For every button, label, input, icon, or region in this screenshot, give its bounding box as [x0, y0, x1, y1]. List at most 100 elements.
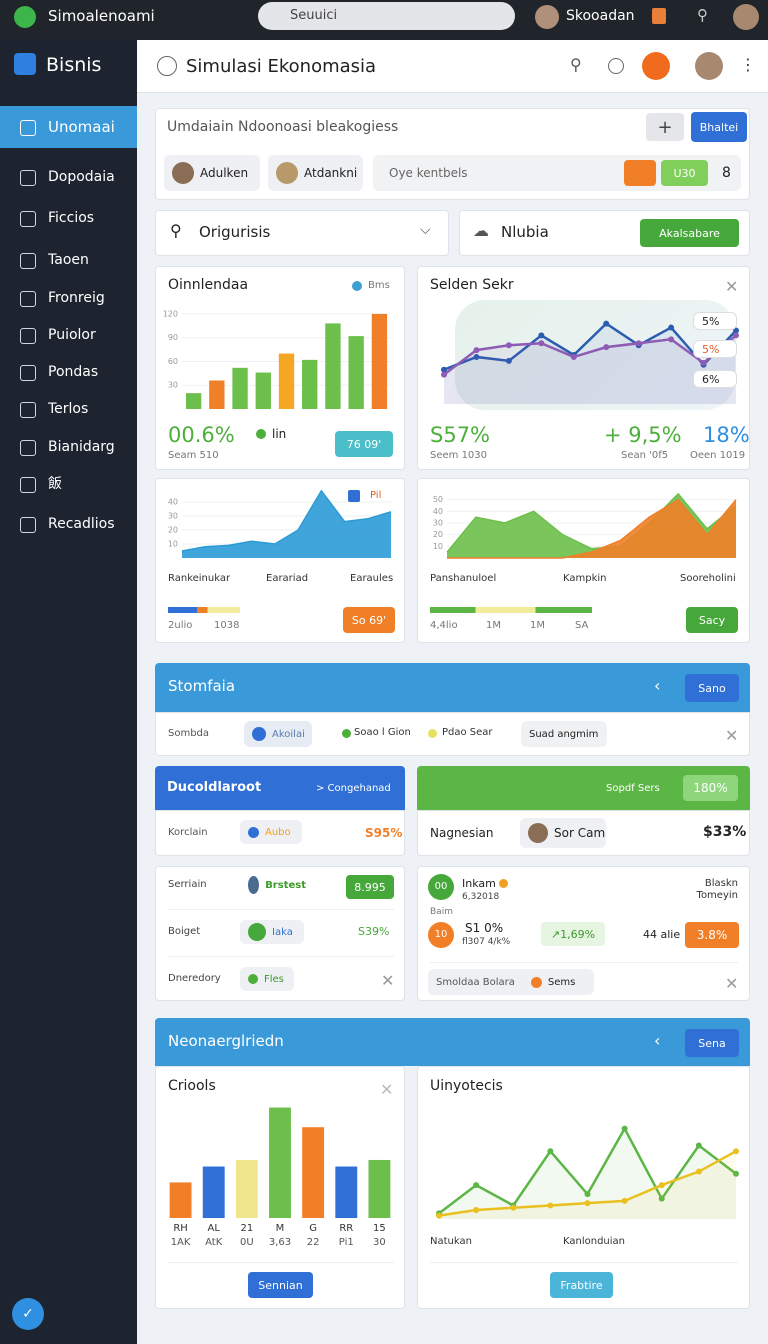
axis-label: Rankeinukar: [168, 573, 231, 584]
row-chip[interactable]: Akoilai: [244, 721, 312, 747]
map-background: [455, 300, 735, 410]
y-tick-label: 20: [168, 526, 178, 535]
nav-item[interactable]: Dopodaia: [48, 169, 115, 185]
legend-dot: [342, 729, 351, 738]
icon-badge: 10: [428, 922, 454, 948]
card-link[interactable]: > Congehanad: [316, 783, 391, 794]
page-title: Simulasi Ekonomasia: [186, 56, 377, 77]
user-chip[interactable]: Adulken: [164, 155, 260, 191]
stat-sub: Sean '0f5: [621, 450, 669, 461]
search-placeholder: Seuuici: [290, 8, 338, 23]
panel-button[interactable]: Akalsabare: [640, 219, 739, 247]
card-button[interactable]: So 69': [343, 607, 395, 633]
close-button[interactable]: ✕: [725, 277, 739, 296]
nav-item[interactable]: 飯: [48, 476, 62, 492]
nav-item[interactable]: Ficcios: [48, 210, 95, 226]
bar-chart: 30 60 90 120: [163, 309, 391, 409]
area-fill: [439, 1151, 736, 1219]
bar: [278, 353, 295, 409]
point: [668, 324, 675, 331]
filter-chip[interactable]: Suad angmim: [521, 721, 607, 747]
nav-item[interactable]: Pondas: [48, 364, 99, 380]
nav-item[interactable]: Bianidarg: [48, 439, 115, 455]
area-chart: 10 20 30 40 50: [433, 492, 737, 559]
header-avatar[interactable]: [695, 52, 723, 80]
line: [443, 334, 737, 376]
separator: [430, 1262, 738, 1263]
close-button[interactable]: ✕: [380, 1080, 394, 1099]
legend-swatch: [348, 490, 360, 502]
x-tick-label: AL: [208, 1223, 221, 1234]
profile-avatar[interactable]: [733, 4, 759, 30]
value-button[interactable]: 76 09': [335, 431, 393, 457]
nav-item[interactable]: Recadlios: [48, 516, 115, 532]
section-button[interactable]: Sena: [685, 1029, 739, 1057]
bar: [232, 367, 248, 409]
search-button[interactable]: ⚲: [570, 55, 582, 74]
card-button[interactable]: Sacy: [686, 607, 738, 633]
item-sub: fl307 4/k%: [462, 937, 511, 947]
tag[interactable]: U30: [661, 160, 708, 186]
user-avatar[interactable]: [535, 5, 559, 29]
line: [443, 322, 737, 371]
x-tick-sublabel: 0U: [240, 1237, 254, 1248]
icon-badge: 00: [428, 874, 454, 900]
search-icon[interactable]: ⚲: [697, 6, 708, 24]
nav-icon: [20, 477, 36, 493]
chip-label: Smoldaa Bolara: [436, 976, 515, 988]
bar: [185, 393, 202, 409]
close-button[interactable]: ✕: [725, 974, 739, 993]
point: [505, 357, 512, 364]
row-value: S39%: [358, 925, 390, 938]
y-tick-label: 10: [433, 542, 443, 551]
stat-value: 00.6%: [168, 423, 235, 447]
add-button[interactable]: +: [646, 113, 684, 141]
back-button[interactable]: ‹: [654, 1031, 661, 1050]
user-chip[interactable]: Atdankni: [268, 155, 363, 191]
corner-label: Tomeyin: [696, 890, 738, 901]
footer-chip[interactable]: Smoldaa Bolara Sems: [428, 969, 594, 995]
back-button[interactable]: ‹: [654, 676, 661, 695]
card-button[interactable]: Sennian: [248, 1272, 313, 1298]
user-button[interactable]: [608, 58, 624, 74]
search-box[interactable]: [258, 2, 515, 30]
status-icon[interactable]: ✓: [12, 1298, 44, 1330]
x-tick-label: 15: [373, 1223, 386, 1234]
x-tick-sublabel: 30: [373, 1237, 386, 1248]
point: [733, 332, 739, 339]
nav-item[interactable]: Taoen: [48, 252, 89, 268]
chip-avatar: [172, 162, 194, 184]
point: [473, 353, 480, 360]
progress-label: 4,4lio: [430, 620, 458, 631]
close-button[interactable]: ✕: [381, 971, 395, 990]
stat-dot: [256, 429, 266, 439]
alert-button[interactable]: [642, 52, 670, 80]
row-chip: Sor Cam: [520, 818, 606, 848]
section-button[interactable]: Sano: [685, 674, 739, 702]
row-label: Korclain: [168, 827, 208, 838]
nav-item[interactable]: Puiolor: [48, 327, 96, 343]
apply-button[interactable]: Bhaltei: [691, 112, 747, 142]
clock-icon: [157, 56, 177, 76]
card-button[interactable]: Frabtire: [550, 1272, 613, 1298]
app-name: Simoalenoami: [48, 7, 155, 25]
point: [658, 1182, 665, 1189]
nav-item[interactable]: Fronreig: [48, 290, 105, 306]
legend-label: Pil: [370, 490, 382, 501]
legend-dot: [428, 729, 437, 738]
count: 8: [722, 165, 731, 181]
dropdown[interactable]: [155, 210, 449, 256]
chip-label: Suad angmim: [529, 728, 599, 740]
app-icon[interactable]: [14, 6, 36, 28]
notification-icon[interactable]: [652, 8, 666, 24]
point: [621, 1125, 628, 1132]
y-tick-label: 40: [433, 507, 443, 516]
progress-bar: [430, 607, 592, 613]
close-button[interactable]: ✕: [725, 726, 739, 745]
nav-item[interactable]: Terlos: [48, 401, 89, 417]
legend-label: Pdao Sear: [442, 727, 493, 738]
nav-item[interactable]: Unomaai: [48, 118, 115, 136]
orange-toggle[interactable]: [624, 160, 656, 186]
more-button[interactable]: ⋮: [740, 55, 756, 74]
progress-bar: [168, 607, 240, 613]
